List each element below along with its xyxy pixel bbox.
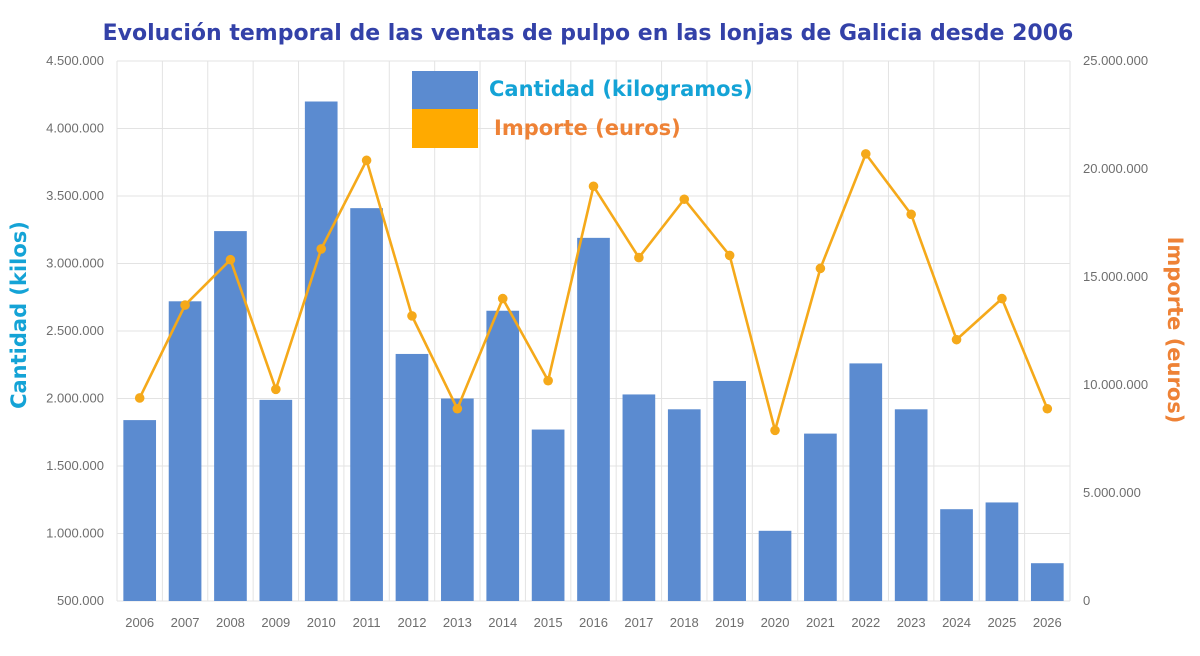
gridlines bbox=[116, 60, 1071, 602]
left-axis-ticks: 500.000 1.000.000 1.500.000 2.000.000 2.500.… bbox=[46, 53, 104, 608]
left-tick-label: 4.000.000 bbox=[46, 121, 104, 136]
x-tick-label: 2007 bbox=[171, 615, 200, 630]
legend-label-amount: Importe (euros) bbox=[494, 116, 681, 140]
amount-point-2008 bbox=[225, 254, 236, 265]
amount-point-2020 bbox=[770, 425, 780, 436]
amount-point-2017 bbox=[634, 252, 644, 263]
bar-2026 bbox=[1030, 563, 1064, 601]
bar-2016 bbox=[577, 237, 610, 601]
right-tick-label: 0 bbox=[1083, 593, 1090, 608]
left-tick-label: 1.500.000 bbox=[46, 458, 104, 473]
bar-2022 bbox=[849, 363, 883, 601]
x-tick-label: 2020 bbox=[761, 615, 790, 630]
bar-2025 bbox=[985, 502, 1019, 601]
x-tick-label: 2022 bbox=[851, 615, 880, 630]
bar-2011 bbox=[350, 208, 383, 601]
left-tick-label: 500.000 bbox=[57, 593, 104, 608]
right-tick-label: 25.000.000 bbox=[1083, 53, 1148, 68]
right-tick-label: 20.000.000 bbox=[1083, 161, 1148, 176]
left-tick-label: 2.500.000 bbox=[46, 323, 104, 338]
x-tick-label: 2026 bbox=[1033, 615, 1062, 630]
amount-point-2018 bbox=[679, 194, 690, 205]
x-tick-label: 2016 bbox=[579, 615, 608, 630]
x-tick-label: 2011 bbox=[353, 615, 381, 630]
x-tick-label: 2021 bbox=[806, 615, 835, 630]
right-axis-ticks: 0 5.000.000 10.000.000 15.000.000 20.000.000… bbox=[1083, 53, 1148, 608]
x-axis-ticks: 2006 2007 2008 2009 2010 2011 2012 2013 2014 2015… bbox=[125, 615, 1062, 630]
legend-label-quantity: Cantidad (kilogramos) bbox=[489, 77, 753, 101]
amount-point-2022 bbox=[860, 149, 871, 159]
bar-2010 bbox=[304, 101, 338, 601]
left-tick-label: 3.000.000 bbox=[46, 256, 104, 271]
x-tick-label: 2019 bbox=[715, 615, 744, 630]
x-tick-label: 2017 bbox=[624, 615, 653, 630]
x-tick-label: 2015 bbox=[534, 615, 563, 630]
bar-2013 bbox=[441, 398, 474, 601]
right-tick-label: 10.000.000 bbox=[1083, 377, 1148, 392]
bar-2024 bbox=[940, 509, 973, 601]
left-axis-title: Cantidad (kilos) bbox=[7, 221, 31, 409]
x-tick-label: 2008 bbox=[216, 615, 245, 630]
bar-2019 bbox=[713, 380, 746, 601]
amount-point-2024 bbox=[951, 334, 962, 345]
bar-2021 bbox=[804, 433, 837, 601]
x-tick-label: 2009 bbox=[261, 615, 290, 630]
legend-swatch-amount bbox=[412, 109, 478, 148]
amount-point-2013 bbox=[452, 403, 463, 414]
amount-point-2014 bbox=[497, 293, 508, 304]
x-tick-label: 2006 bbox=[125, 615, 154, 630]
x-tick-label: 2013 bbox=[443, 615, 472, 630]
bar-series bbox=[123, 101, 1064, 601]
amount-point-2026 bbox=[1042, 403, 1053, 414]
bar-2018 bbox=[667, 409, 701, 601]
legend: Cantidad (kilogramos) Importe (euros) bbox=[412, 71, 753, 148]
right-axis-title: Importe (euros) bbox=[1163, 237, 1187, 424]
amount-point-2015 bbox=[543, 375, 553, 386]
bar-2012 bbox=[395, 353, 429, 601]
x-tick-label: 2018 bbox=[670, 615, 699, 630]
amount-point-2012 bbox=[407, 311, 417, 321]
bar-2020 bbox=[758, 530, 792, 601]
amount-point-2007 bbox=[180, 300, 190, 310]
bar-2007 bbox=[168, 301, 202, 601]
x-tick-label: 2010 bbox=[307, 615, 336, 630]
x-tick-label: 2025 bbox=[987, 615, 1016, 630]
bar-2009 bbox=[259, 399, 293, 601]
bar-2023 bbox=[894, 409, 928, 601]
right-tick-label: 5.000.000 bbox=[1083, 485, 1141, 500]
bar-2014 bbox=[486, 310, 520, 601]
amount-point-2019 bbox=[724, 250, 735, 261]
amount-point-2025 bbox=[997, 293, 1007, 304]
amount-point-2010 bbox=[316, 244, 327, 254]
left-tick-label: 2.000.000 bbox=[46, 391, 104, 406]
x-tick-label: 2023 bbox=[897, 615, 926, 630]
bar-2017 bbox=[622, 394, 656, 601]
right-tick-label: 15.000.000 bbox=[1083, 269, 1148, 284]
x-tick-label: 2014 bbox=[488, 615, 517, 630]
x-tick-label: 2012 bbox=[398, 615, 427, 630]
bar-2008 bbox=[214, 231, 247, 601]
amount-point-2016 bbox=[588, 181, 599, 192]
left-tick-label: 4.500.000 bbox=[46, 53, 104, 68]
left-tick-label: 1.000.000 bbox=[46, 526, 104, 541]
amount-point-2023 bbox=[906, 209, 916, 220]
line-series bbox=[134, 149, 1053, 436]
x-tick-label: 2024 bbox=[942, 615, 971, 630]
amount-point-2006 bbox=[134, 393, 145, 403]
amount-point-2009 bbox=[271, 384, 281, 395]
chart-title: Evolución temporal de las ventas de pulp… bbox=[103, 21, 1074, 46]
legend-swatch-quantity bbox=[412, 71, 478, 109]
left-tick-label: 3.500.000 bbox=[46, 188, 104, 203]
bar-2006 bbox=[123, 420, 157, 601]
amount-point-2021 bbox=[815, 263, 826, 274]
amount-point-2011 bbox=[361, 155, 372, 166]
bar-2015 bbox=[531, 429, 565, 601]
